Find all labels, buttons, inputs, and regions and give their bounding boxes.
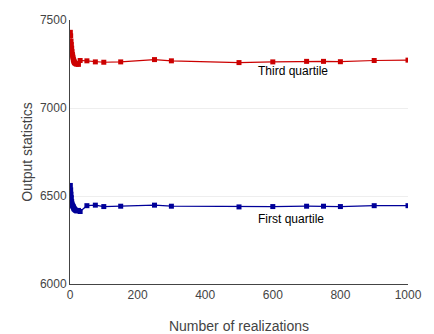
svg-text:400: 400 — [195, 288, 215, 302]
svg-text:Third quartile: Third quartile — [258, 64, 328, 78]
svg-text:First quartile: First quartile — [258, 212, 324, 226]
svg-text:0: 0 — [67, 288, 74, 302]
svg-text:6500: 6500 — [40, 189, 67, 203]
svg-text:800: 800 — [330, 288, 350, 302]
svg-text:7000: 7000 — [40, 101, 67, 115]
svg-text:1000: 1000 — [395, 288, 422, 302]
svg-text:Number of realizations: Number of realizations — [169, 318, 309, 334]
svg-text:600: 600 — [263, 288, 283, 302]
svg-text:Output statistics: Output statistics — [19, 102, 35, 202]
svg-text:6000: 6000 — [40, 277, 67, 291]
svg-text:7500: 7500 — [40, 13, 67, 27]
svg-text:200: 200 — [128, 288, 148, 302]
